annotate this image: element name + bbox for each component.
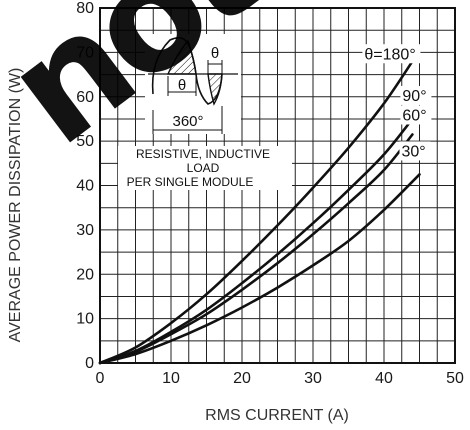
load-note-line1: RESISTIVE, INDUCTIVE (136, 147, 270, 161)
y-tick-label: 20 (76, 266, 94, 283)
series-label: θ=180° (364, 46, 415, 63)
series-labels: θ=180° 90° 60° 30° (362, 44, 432, 161)
y-tick-label: 80 (76, 0, 94, 17)
load-condition-note: RESISTIVE, INDUCTIVE LOAD PER SINGLE MOD… (118, 146, 292, 190)
inset-theta-right: θ (211, 45, 219, 62)
x-tick-label: 40 (375, 370, 393, 387)
load-note-line3: PER SINGLE MODULE (127, 175, 254, 189)
plot-frame (99, 7, 456, 364)
inset-theta-left: θ (178, 77, 186, 94)
inset-period-label: 360° (172, 113, 203, 130)
inset-positive-lobe-outline (151, 37, 197, 95)
y-tick-label: 40 (76, 178, 94, 195)
x-tick-label: 0 (96, 370, 105, 387)
series-line (98, 173, 421, 365)
series-label: 60° (402, 107, 426, 124)
x-tick-label: 20 (233, 370, 251, 387)
load-note-line2: LOAD (187, 161, 220, 175)
x-tick-label: 50 (446, 370, 464, 387)
y-tick-label: 60 (76, 89, 94, 106)
series-curves (98, 60, 421, 365)
series-label-background (399, 141, 431, 161)
y-axis-title: AVERAGE POWER DISSIPATION (W) (7, 68, 24, 343)
series-label-background (400, 85, 432, 105)
y-tick-label: 70 (76, 44, 94, 61)
y-tick-label: 10 (76, 311, 94, 328)
x-axis-title: RMS CURRENT (A) (205, 407, 349, 424)
y-tick-label: 0 (85, 355, 94, 372)
tick-labels: 0 10 20 30 40 50 0 10 20 30 40 50 60 70 80 (76, 0, 464, 387)
x-tick-label: 10 (162, 370, 180, 387)
series-line (98, 60, 414, 365)
load-note-background (118, 146, 292, 190)
series-label: 30° (402, 143, 426, 160)
x-tick-label: 30 (304, 370, 322, 387)
inset-negative-lobe-hatched (207, 73, 223, 106)
series-label-background (362, 44, 421, 64)
series-line (98, 133, 414, 365)
series-label-background (400, 105, 432, 125)
conduction-angle-inset: θ θ 360° (145, 34, 241, 134)
y-tick-label: 30 (76, 222, 94, 239)
series-label: 90° (402, 88, 426, 105)
y-tick-label: 50 (76, 133, 94, 150)
